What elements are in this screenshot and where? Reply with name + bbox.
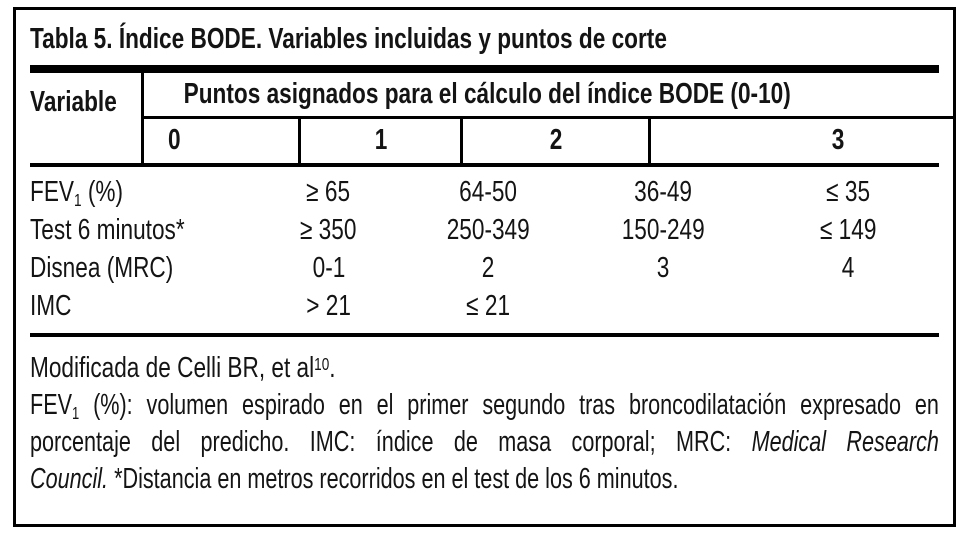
column-header-variable: Variable — [30, 73, 141, 163]
table-cell: > 21 — [306, 290, 351, 322]
title-rule — [30, 65, 939, 73]
table-cell: 64-50 — [459, 176, 517, 208]
footnote-line: FEV1 (%): volumen espirado en el primer … — [30, 389, 939, 423]
table-title-text: Tabla 5. Índice BODE. Variables incluida… — [30, 23, 667, 55]
column-header-points: Puntos asignados para el cálculo del índ… — [144, 73, 953, 119]
table-cell: 4 — [841, 252, 855, 284]
points-header-section: Puntos asignados para el cálculo del índ… — [141, 73, 953, 163]
score-header-0: 0 — [168, 124, 181, 156]
column-header-variable-text: Variable — [30, 86, 117, 118]
footnote-source: Modificada de Celli BR, et al10. — [30, 352, 336, 384]
table-cell: 2 — [481, 252, 495, 284]
table-cell: ≥ 65 — [306, 176, 351, 208]
header-body-rule — [30, 163, 939, 167]
table-cell: ≤ 149 — [819, 214, 877, 246]
row-label: Test 6 minutos* — [30, 214, 185, 246]
table-cell: 36-49 — [634, 176, 692, 208]
table-row-test6min: Test 6 minutos* ≥ 350 250-349 150-249 ≤ … — [30, 211, 939, 249]
table-row-fev1: FEV1 (%) ≥ 65 64-50 36-49 ≤ 35 — [30, 173, 939, 211]
table-cell: ≤ 35 — [826, 176, 870, 208]
footnote-definitions: FEV1 (%): volumen espirado en el primer … — [30, 387, 939, 498]
score-header-3: 3 — [648, 119, 953, 163]
table-title: Tabla 5. Índice BODE. Variables incluida… — [30, 23, 939, 55]
table-cell: 0-1 — [312, 252, 345, 284]
table-body: FEV1 (%) ≥ 65 64-50 36-49 ≤ 35 Test 6 mi… — [30, 167, 939, 333]
table-footnotes: Modificada de Celli BR, et al10. FEV1 (%… — [30, 337, 939, 498]
score-header-1: 1 — [298, 119, 460, 163]
footnote-line: porcentaje del predicho. IMC: índice de … — [30, 426, 939, 458]
table-cell — [757, 287, 939, 325]
footnote-line: Council. *Distancia en metros recorridos… — [30, 463, 679, 495]
table-cell — [569, 287, 757, 325]
table-figure: Tabla 5. Índice BODE. Variables incluida… — [13, 7, 956, 527]
table-cell: ≤ 21 — [466, 290, 510, 322]
column-header-points-text: Puntos asignados para el cálculo del índ… — [183, 78, 792, 110]
body-footer-rule — [30, 333, 939, 337]
table-header: Variable Puntos asignados para el cálcul… — [30, 73, 953, 163]
score-header-2: 2 — [460, 119, 648, 163]
table-cell: ≥ 350 — [300, 214, 357, 246]
table-cell: 150-249 — [621, 214, 705, 246]
score-header-row: 0 1 2 3 — [144, 119, 953, 163]
table-row-disnea: Disnea (MRC) 0-1 2 3 4 — [30, 249, 939, 287]
table-cell: 3 — [656, 252, 670, 284]
row-label: Disnea (MRC) — [30, 252, 174, 284]
table-cell: 250-349 — [446, 214, 530, 246]
row-label: IMC — [30, 290, 72, 322]
table-row-imc: IMC > 21 ≤ 21 — [30, 287, 939, 325]
row-label: FEV1 (%) — [30, 176, 124, 210]
